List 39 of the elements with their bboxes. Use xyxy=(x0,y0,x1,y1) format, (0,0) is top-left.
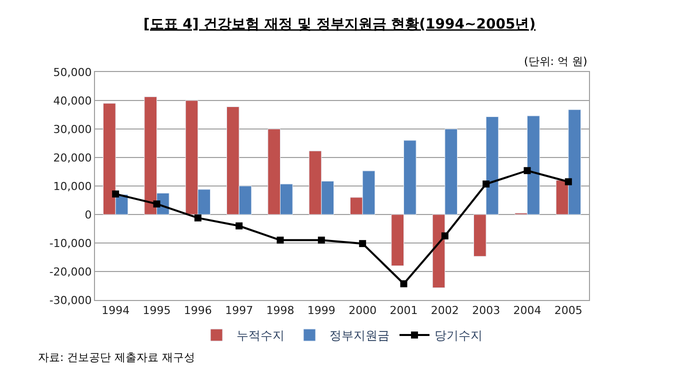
x-tick-label: 1999 xyxy=(307,304,336,318)
text: (단위: 억 원) xyxy=(524,55,588,68)
point xyxy=(194,214,202,222)
x-tick-label: 2000 xyxy=(348,304,377,318)
y-tick-label: 20,000 xyxy=(53,151,92,164)
point xyxy=(318,236,325,244)
point xyxy=(359,240,366,248)
y-tick-label: 10,000 xyxy=(53,180,92,193)
x-tick-label: 2001 xyxy=(390,304,418,318)
x-tick-label: 2003 xyxy=(472,304,500,318)
chart-title: [도표 4] 건강보험 재정 및 정부지원금 현황(1994~2005년) xyxy=(143,16,536,32)
legend-label: 당기수지 xyxy=(434,328,482,343)
legend-label: 정부지원금 xyxy=(330,328,390,343)
y-tick-label: 0 xyxy=(84,208,92,222)
x-tick-label: 2005 xyxy=(554,304,582,318)
point xyxy=(524,167,531,174)
x-tick-label: 2004 xyxy=(513,304,542,318)
y-tick-label: -20,000 xyxy=(49,265,92,278)
y-tick-label: 30,000 xyxy=(53,122,92,136)
x-tick-label: 1995 xyxy=(142,304,171,318)
x-tick-label: 1998 xyxy=(266,304,294,318)
x-tick-label: 1997 xyxy=(225,304,254,318)
point xyxy=(236,222,243,230)
point xyxy=(564,178,572,186)
y-tick-label: 50,000 xyxy=(53,66,92,79)
legend-label: 누적수지 xyxy=(236,328,284,343)
point xyxy=(276,236,284,244)
y-tick-label: -10,000 xyxy=(49,236,92,250)
point xyxy=(441,232,448,240)
text: 자료: 건보공단 제출자료 재구성 xyxy=(38,351,196,364)
y-tick-label: 40,000 xyxy=(53,94,92,108)
x-tick-label: 2002 xyxy=(430,304,459,318)
x-tick-label: 1994 xyxy=(102,304,130,318)
y-tick-label: -30,000 xyxy=(49,294,92,307)
x-tick-label: 1996 xyxy=(184,304,212,318)
point xyxy=(400,280,408,288)
point xyxy=(112,190,120,198)
point xyxy=(153,200,160,208)
point xyxy=(482,180,490,188)
